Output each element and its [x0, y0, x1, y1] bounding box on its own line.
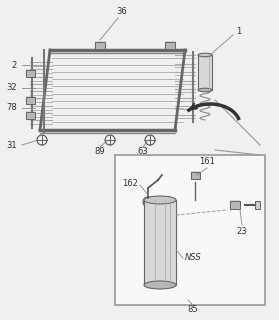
- Bar: [198, 55, 212, 90]
- Text: NSS: NSS: [185, 253, 202, 262]
- Text: 1: 1: [236, 28, 242, 36]
- Bar: [25, 111, 35, 118]
- Bar: [255, 201, 260, 209]
- Text: 2: 2: [11, 60, 17, 69]
- Text: 78: 78: [7, 103, 17, 113]
- Text: 89: 89: [95, 148, 105, 156]
- Text: 161: 161: [199, 157, 215, 166]
- Ellipse shape: [198, 53, 212, 57]
- Ellipse shape: [198, 88, 212, 92]
- Text: 36: 36: [117, 7, 128, 17]
- Text: 162: 162: [122, 179, 138, 188]
- Text: 32: 32: [7, 84, 17, 92]
- Bar: [230, 201, 240, 209]
- Text: 85: 85: [188, 306, 198, 315]
- Text: 23: 23: [237, 228, 247, 236]
- Text: 63: 63: [138, 148, 148, 156]
- Bar: [95, 42, 105, 49]
- Bar: [191, 172, 199, 179]
- Bar: [25, 97, 35, 103]
- Bar: [115, 155, 265, 305]
- Ellipse shape: [144, 281, 176, 289]
- Text: 31: 31: [7, 140, 17, 149]
- Bar: [144, 200, 176, 285]
- Bar: [25, 69, 35, 76]
- Ellipse shape: [144, 196, 176, 204]
- Bar: [165, 42, 175, 49]
